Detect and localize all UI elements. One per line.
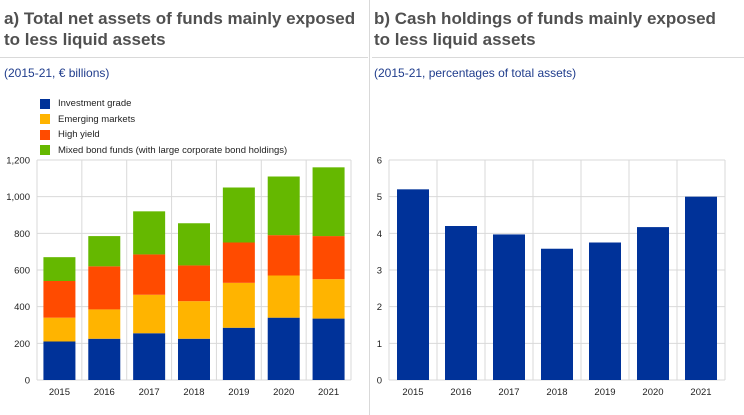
- bar-segment: [133, 211, 166, 255]
- bar-segment: [43, 317, 76, 342]
- bar-segment: [445, 226, 477, 380]
- header-divider: [0, 57, 368, 58]
- chart-subtitle: (2015-21, € billions): [4, 66, 110, 80]
- bar-segment: [312, 167, 345, 237]
- header-divider: [372, 57, 744, 58]
- stacked-bar-chart-net-assets: 0 200 400 600 800 1,000 1,200 2015 2016 2017 2018 2…: [6, 156, 352, 398]
- x-tick-label: 2017: [498, 387, 519, 398]
- panel-divider: [369, 0, 370, 415]
- y-tick-label: 3: [377, 266, 382, 277]
- bar-segment: [589, 242, 621, 380]
- bar-segment: [312, 236, 345, 280]
- y-tick-label: 200: [14, 339, 30, 350]
- bar-segment: [88, 266, 121, 310]
- legend-label: Investment grade: [58, 98, 132, 110]
- y-tick-label: 6: [377, 156, 382, 167]
- y-tick-label: 0: [25, 376, 30, 387]
- x-tick-label: 2015: [402, 387, 423, 398]
- x-tick-label: 2020: [273, 387, 294, 398]
- legend-swatch: [40, 114, 50, 125]
- bar-segment: [178, 301, 210, 339]
- bar-segment: [43, 341, 76, 380]
- y-tick-label: 1,000: [6, 192, 30, 203]
- legend-item-investment-grade: Investment grade: [40, 96, 287, 112]
- bar-segment: [133, 294, 166, 334]
- bar-segment: [43, 281, 76, 318]
- bar-segment: [178, 223, 210, 266]
- x-tick-label: 2015: [49, 387, 70, 398]
- x-tick-label: 2021: [318, 387, 339, 398]
- bar-segment: [88, 236, 121, 267]
- legend-item-high-yield: High yield: [40, 127, 287, 143]
- bar-segment: [267, 275, 300, 318]
- bar-segment: [43, 257, 76, 281]
- y-tick-label: 4: [377, 229, 382, 240]
- x-tick-label: 2021: [690, 387, 711, 398]
- x-tick-label: 2017: [139, 387, 160, 398]
- y-tick-label: 1: [377, 339, 382, 350]
- bar-segment: [178, 338, 210, 380]
- x-tick-label: 2016: [450, 387, 471, 398]
- legend-item-mixed-bond-funds: Mixed bond funds (with large corporate b…: [40, 143, 287, 159]
- legend-swatch: [40, 98, 50, 109]
- bar-chart-cash-holdings: 0 1 2 3 4 5 6 2015 2016 2017 2018 2019 2020 2021: [377, 156, 726, 398]
- x-tick-label: 2019: [228, 387, 249, 398]
- legend-swatch: [40, 129, 50, 140]
- chart-title: a) Total net assets of funds mainly expo…: [4, 9, 356, 49]
- bar-segment: [222, 242, 255, 283]
- legend-label: Emerging markets: [58, 113, 136, 125]
- panel-cash-holdings: b) Cash holdings of funds mainly exposed…: [372, 0, 744, 415]
- x-tick-label: 2019: [594, 387, 615, 398]
- x-tick-label: 2016: [94, 387, 115, 398]
- bar-segment: [493, 234, 525, 380]
- bar-segment: [88, 309, 121, 339]
- bar-segment: [397, 189, 429, 380]
- legend: Investment grade Emerging markets High y…: [40, 96, 287, 158]
- bar-segment: [685, 196, 717, 380]
- legend-label: High yield: [58, 129, 100, 141]
- y-tick-label: 5: [377, 192, 382, 203]
- y-tick-label: 400: [14, 302, 30, 313]
- y-tick-label: 1,200: [6, 156, 30, 167]
- bar-segment: [88, 338, 121, 380]
- bar-segment: [637, 227, 669, 380]
- y-tick-label: 800: [14, 229, 30, 240]
- bar-segment: [222, 282, 255, 328]
- bar-segment: [312, 318, 345, 380]
- bar-segment: [267, 235, 300, 276]
- x-tick-label: 2018: [183, 387, 204, 398]
- legend-label: Mixed bond funds (with large corporate b…: [58, 144, 288, 156]
- bar-segment: [312, 279, 345, 319]
- y-tick-label: 0: [377, 376, 382, 387]
- panel-total-net-assets: a) Total net assets of funds mainly expo…: [0, 0, 368, 415]
- y-tick-label: 2: [377, 302, 382, 313]
- chart-subtitle: (2015-21, percentages of total assets): [374, 66, 577, 80]
- bar-segment: [541, 248, 573, 380]
- x-tick-label: 2018: [546, 387, 567, 398]
- bar-segment: [267, 317, 300, 380]
- bar-segment: [222, 327, 255, 380]
- bar-segment: [222, 187, 255, 243]
- y-tick-label: 600: [14, 266, 30, 277]
- bar-segment: [133, 254, 166, 295]
- chart-title: b) Cash holdings of funds mainly exposed…: [374, 9, 716, 49]
- bar-segment: [178, 265, 210, 302]
- legend-swatch: [40, 145, 50, 156]
- x-tick-label: 2020: [642, 387, 663, 398]
- bar-segment: [133, 333, 166, 380]
- bar-segment: [267, 176, 300, 236]
- legend-item-emerging-markets: Emerging markets: [40, 112, 287, 128]
